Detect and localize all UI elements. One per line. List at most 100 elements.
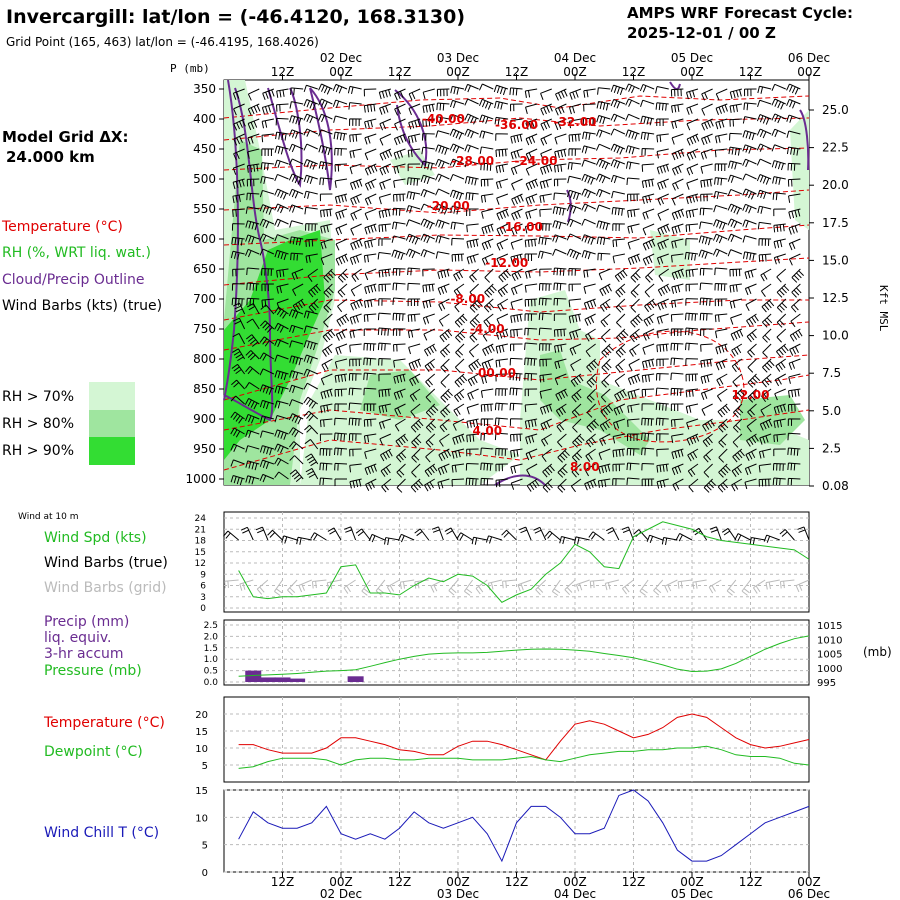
wind-barb-grid (741, 579, 751, 596)
wind-barb (453, 403, 465, 417)
wind-barb (274, 370, 289, 381)
wind-barb (468, 358, 482, 372)
wind-barb (245, 350, 260, 361)
wind-barb (639, 84, 655, 93)
wind-barb (288, 158, 304, 166)
wind-barb (747, 403, 757, 418)
wind-barb-grid (708, 579, 722, 594)
wind-barb (436, 88, 450, 97)
wind-barb (378, 268, 391, 278)
wind-barb (610, 98, 626, 109)
wind-barb (642, 193, 655, 205)
wind-barb (319, 462, 333, 471)
temperature-contour-labels: -40.00 -36.00 -32.00 -28.00 -24.00 -20.00 -16.… (422, 112, 770, 474)
wind-barb (481, 208, 494, 219)
wind-barb (700, 163, 713, 174)
pressure-y-tick-label: 1005 (817, 650, 842, 661)
wind-barb (655, 417, 669, 426)
wind-barb (699, 312, 713, 321)
wind-barb (349, 313, 362, 325)
wind-barb (420, 189, 435, 198)
wind-barb (625, 83, 640, 94)
wind-barb (245, 413, 260, 424)
wind-barb (303, 174, 318, 185)
wind-barb (525, 103, 538, 114)
wind-barb (584, 478, 597, 491)
wind-barb (410, 403, 421, 418)
precip-y-tick-label: 1.0 (204, 655, 219, 665)
wind-barb (542, 478, 553, 493)
wind-barb (275, 131, 289, 141)
wind-barb (596, 101, 611, 111)
wind-barb (480, 432, 494, 441)
wind-barb (410, 478, 424, 493)
wind-barb (465, 463, 479, 471)
wind-barb (230, 411, 245, 424)
wind-barb (700, 328, 713, 336)
wind-barb (480, 447, 494, 456)
wind-barb (756, 114, 772, 125)
wind-barb (539, 388, 552, 399)
wind-barb (350, 298, 363, 311)
wind-barb (364, 148, 377, 161)
pressure-y-tick-label: 1010 (817, 635, 842, 646)
wind-barb (495, 388, 508, 396)
wind-barb (786, 98, 801, 109)
wind-barb (788, 358, 801, 370)
wind-barb-grid (795, 579, 810, 593)
pressure-axis-title: P (mb) (170, 62, 210, 75)
wind-barb (303, 340, 318, 351)
wind-barb (571, 463, 582, 478)
wind-barb (685, 193, 699, 205)
wind-barb (685, 312, 699, 321)
wind-barb (407, 163, 421, 172)
rh80-region (540, 350, 650, 455)
isotherm (223, 321, 810, 351)
hour-tick-label: 12Z (739, 875, 763, 889)
wind-barb (407, 313, 421, 323)
hour-tick-label: 12Z (271, 65, 295, 79)
wind-barb (776, 328, 787, 343)
height-axis-title: Kft MSL (877, 285, 890, 332)
day-label: 02 Dec (320, 51, 362, 65)
wind-barb (776, 298, 788, 313)
cloud-outline (799, 109, 810, 171)
wind-barb (524, 327, 538, 336)
wind-barb (232, 88, 245, 100)
wind-barb (259, 218, 275, 229)
wind-barb (393, 163, 406, 174)
wind-barb (566, 218, 582, 228)
wind-barb (467, 388, 479, 401)
wind-barb (714, 328, 728, 339)
wind-barb (290, 87, 304, 96)
wind-barb (303, 159, 318, 170)
wind-barb-grid (664, 579, 678, 593)
wind-barb-grid (779, 579, 795, 589)
wind-barb (788, 373, 801, 384)
hour-tick-label: 12Z (388, 875, 412, 889)
wind-barb (422, 103, 435, 114)
wind-barb (524, 403, 538, 413)
wind-barb (729, 103, 742, 113)
wind-barb-true (384, 537, 400, 546)
wind-barb (420, 203, 435, 211)
wind-barb-field (230, 83, 804, 493)
wind-barb (350, 283, 362, 297)
wind-barb (319, 477, 333, 486)
wind-barb (274, 306, 289, 319)
wind-barb (350, 238, 363, 251)
wind-barb (715, 343, 728, 355)
wind-barb (554, 148, 567, 159)
wind-barb (319, 177, 333, 186)
wind-barb (496, 253, 509, 266)
wind-barb (480, 403, 494, 412)
wind-barb (364, 193, 377, 206)
wind-barb (259, 399, 275, 410)
wind-barb (230, 427, 245, 438)
wind-barb (391, 249, 406, 260)
wind-barb (333, 432, 348, 441)
wind-barb (701, 403, 713, 416)
wind-barb (610, 113, 626, 122)
wind-barb (274, 322, 289, 333)
wind-barb (612, 448, 625, 458)
